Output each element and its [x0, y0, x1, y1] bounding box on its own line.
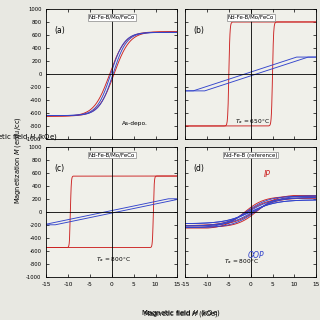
Text: OOP: OOP	[248, 251, 265, 260]
Text: $T_a$ = 800°C: $T_a$ = 800°C	[96, 255, 131, 264]
Text: $T_a$ = 650°C: $T_a$ = 650°C	[235, 117, 270, 126]
Text: Nd-Fe-B/Mo/FeCo: Nd-Fe-B/Mo/FeCo	[228, 15, 274, 20]
Text: As-depo.: As-depo.	[122, 121, 148, 126]
Text: (b): (b)	[193, 26, 204, 35]
Text: Nd-Fe-B/Mo/FeCo: Nd-Fe-B/Mo/FeCo	[89, 153, 135, 158]
Text: IP: IP	[264, 170, 271, 179]
Text: Magnetic field $H$ (kOe): Magnetic field $H$ (kOe)	[143, 309, 219, 319]
Text: (d): (d)	[193, 164, 204, 173]
Text: Nd-Fe-B/Mo/FeCo: Nd-Fe-B/Mo/FeCo	[89, 15, 135, 20]
Text: Magnetic field $H$ (kOe): Magnetic field $H$ (kOe)	[141, 308, 221, 318]
Text: (c): (c)	[54, 164, 64, 173]
Text: $T_a$ = 800°C: $T_a$ = 800°C	[225, 258, 259, 266]
Text: Magnetic field $H$ (kOe): Magnetic field $H$ (kOe)	[0, 132, 58, 142]
Text: Magnetization $M$ (emu/cc): Magnetization $M$ (emu/cc)	[12, 116, 23, 204]
Text: Nd-Fe-B (reference): Nd-Fe-B (reference)	[224, 153, 277, 158]
Text: (a): (a)	[54, 26, 65, 35]
